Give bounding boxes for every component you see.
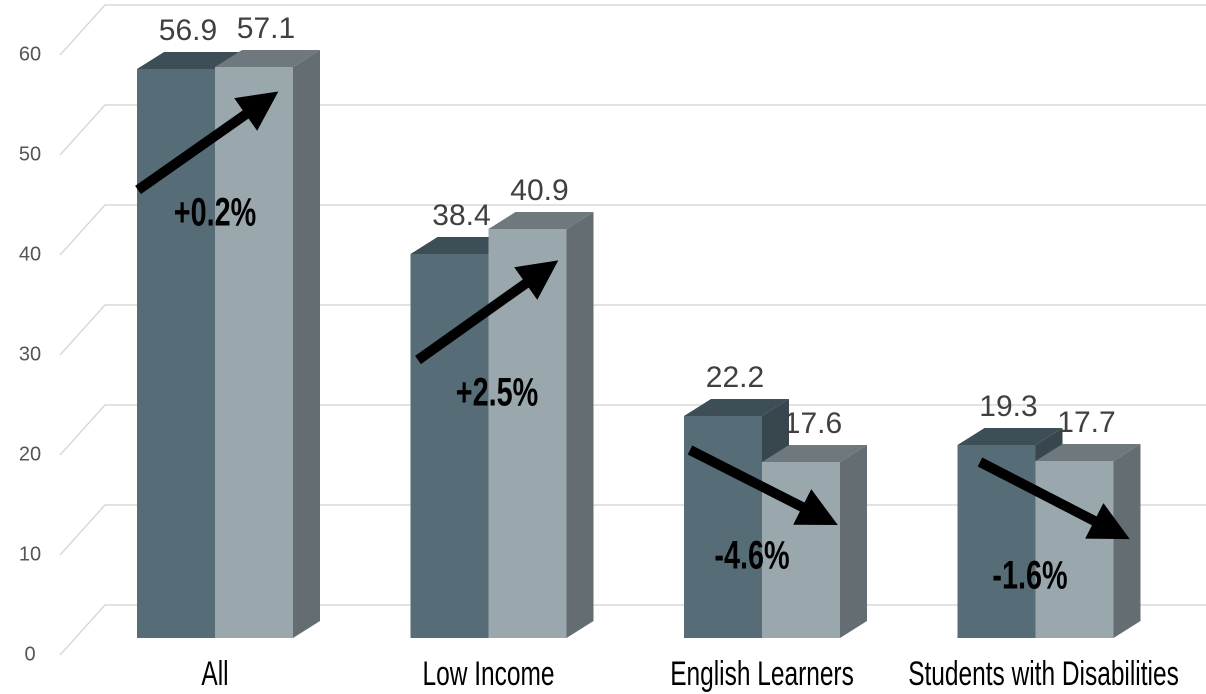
bar [1035,444,1141,638]
value-label: 17.6 [784,407,842,440]
annotation: +2.5% [456,370,538,415]
bar-front [1035,461,1114,638]
bar-front [410,254,489,638]
value-label: 40.9 [510,174,568,207]
x-tick-label: Students with Disabilities [908,655,1179,693]
trend-arrow [687,445,838,526]
bar-front [488,229,567,638]
bar-top [1035,444,1141,461]
bar-top [215,50,320,67]
bar-top [137,52,242,69]
grid-line [59,104,1206,156]
x-tick-label: All [201,655,228,693]
value-label: 56.9 [159,14,217,47]
y-tick-label: 30 [19,343,41,365]
bar-top [684,399,789,416]
y-tick-label: 0 [24,643,35,665]
bar-side [1113,444,1141,638]
bar-top [957,428,1063,445]
bar-front [215,67,293,638]
y-tick-label: 40 [19,243,41,265]
value-label: 57.1 [237,12,295,45]
trend-arrow [135,91,279,195]
bar-side [293,50,320,638]
value-label: 19.3 [979,390,1037,423]
y-tick-label: 20 [19,443,41,465]
bar-top [762,445,867,462]
bar-front [137,69,215,638]
y-tick-label: 50 [19,143,41,165]
bar-top [488,212,594,229]
value-label: 38.4 [432,199,490,232]
annotation: -1.6% [992,553,1067,598]
bar-side [566,212,594,638]
trend-arrow [977,457,1130,540]
y-tick-label: 60 [19,43,41,65]
grid-line [59,304,1206,356]
grid-line [59,404,1206,456]
annotation: +0.2% [174,190,256,235]
y-tick-label: 10 [19,543,41,565]
value-label: 22.2 [706,361,764,394]
value-label: 17.7 [1057,406,1115,439]
x-tick-label: English Learners [670,655,854,693]
bar [215,50,320,638]
x-tick-label: Low Income [423,655,555,693]
grid-line [59,204,1206,256]
trend-arrow [415,260,559,365]
annotation: -4.6% [714,533,789,578]
bar-side [840,445,867,638]
grid-line [59,4,1206,56]
bar-front [957,445,1036,638]
